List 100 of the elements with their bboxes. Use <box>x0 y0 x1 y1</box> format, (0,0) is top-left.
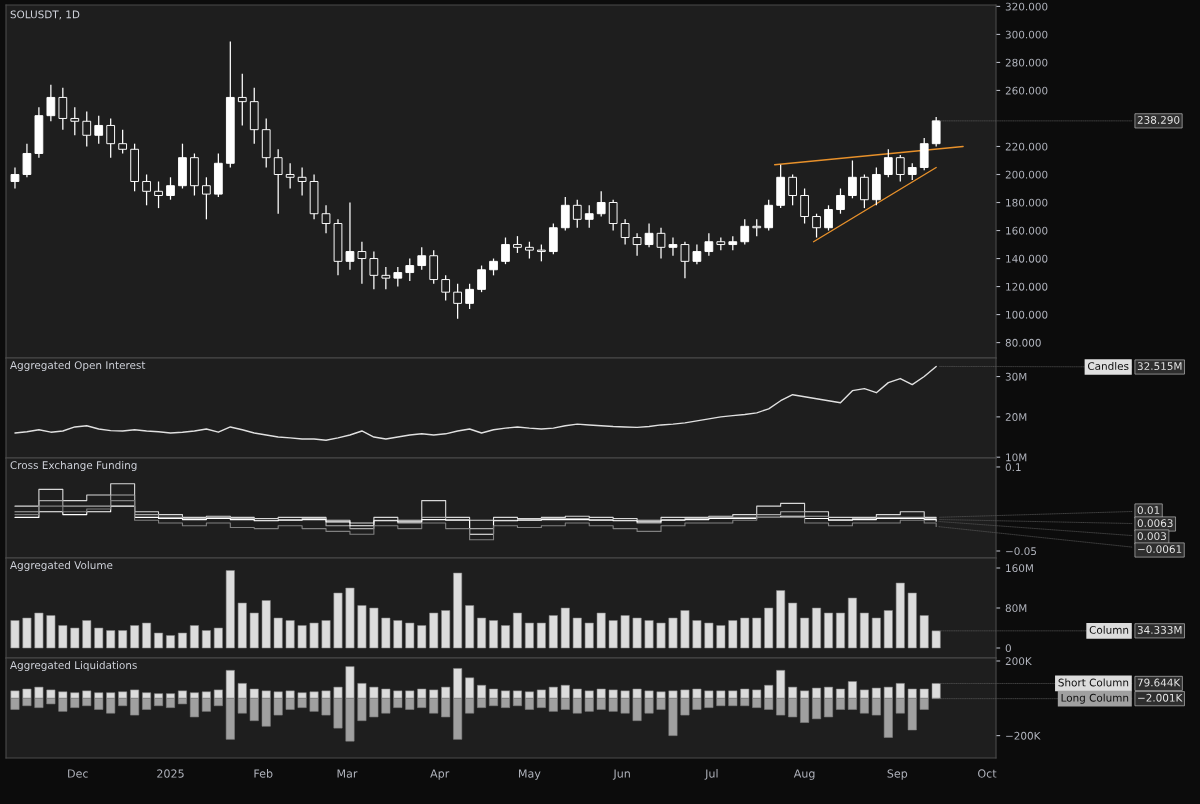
bar <box>560 607 570 649</box>
bar <box>70 627 80 649</box>
candlestick <box>919 137 929 171</box>
candlestick <box>405 257 415 282</box>
bar <box>142 622 152 649</box>
y-tick-label: 260.000 <box>1005 86 1048 95</box>
candlestick <box>82 110 92 148</box>
bar <box>919 615 929 649</box>
candlestick <box>381 266 391 290</box>
candlestick <box>58 87 68 131</box>
annotation: 0.0063 <box>1137 519 1173 528</box>
candlestick <box>202 176 211 220</box>
y-tick-label: 300.000 <box>1005 30 1048 39</box>
chart-title: Aggregated Open Interest <box>10 361 146 372</box>
candlestick <box>584 204 594 229</box>
bar <box>285 620 295 649</box>
chart-title: Aggregated Liquidations <box>10 661 137 672</box>
bar <box>680 610 690 649</box>
candlestick <box>608 199 618 232</box>
bar <box>465 605 475 649</box>
x-tick-label: Mar <box>337 769 358 778</box>
annotation: 32.515M <box>1137 362 1182 371</box>
y-tick-label: 320.000 <box>1005 2 1048 11</box>
candlestick <box>321 204 331 234</box>
y-tick-label: 100.000 <box>1006 310 1048 319</box>
candlestick <box>46 84 56 122</box>
bar <box>584 622 594 649</box>
bar <box>477 617 487 649</box>
candlestick <box>273 148 283 215</box>
bar <box>58 625 68 649</box>
candlestick <box>465 283 474 310</box>
bar <box>824 612 833 649</box>
bar <box>907 592 917 649</box>
annotation: 34.333M <box>1137 625 1182 634</box>
y-tick-label: 180.000 <box>1006 198 1048 207</box>
candlestick <box>644 222 654 248</box>
bar <box>345 587 355 649</box>
bar <box>895 582 905 649</box>
chart-title: SOLUSDT, 1D <box>10 10 80 20</box>
y-tick-label: 200K <box>1005 657 1032 666</box>
bar <box>489 620 498 649</box>
bar <box>357 605 367 649</box>
chart-title: Aggregated Volume <box>10 561 113 572</box>
candlestick <box>393 266 403 288</box>
x-tick-label: Dec <box>68 769 88 778</box>
candlestick <box>668 236 678 257</box>
bar <box>34 612 44 649</box>
candlestick <box>740 218 750 246</box>
x-tick-label: Feb <box>254 769 273 778</box>
bar <box>572 617 582 649</box>
annotation: 0.01 <box>1137 506 1160 515</box>
y-tick-label: 20M <box>1005 413 1027 421</box>
y-tick-label: 80.000 <box>1005 338 1041 347</box>
bar <box>213 627 223 649</box>
bar <box>201 630 211 649</box>
annotation: −0.0061 <box>1138 545 1182 554</box>
y-tick-label: 10M <box>1006 453 1027 462</box>
candlestick <box>70 106 80 136</box>
y-tick-label: 280.000 <box>1005 58 1048 67</box>
bar <box>82 620 92 649</box>
candlestick <box>10 166 20 190</box>
y-tick-label: 120.000 <box>1006 282 1048 291</box>
y-tick-label: −0.05 <box>1006 547 1037 556</box>
annotation: 0.003 <box>1137 532 1166 541</box>
candlestick <box>560 196 570 232</box>
bar <box>644 620 654 649</box>
y-tick-label: 220.000 <box>1005 142 1048 151</box>
candlestick <box>118 129 128 155</box>
candlestick <box>848 159 857 199</box>
text: Candles <box>1087 361 1129 371</box>
bar <box>22 617 32 649</box>
x-tick-label: Aug <box>793 769 815 780</box>
candlestick <box>620 218 630 246</box>
candlestick <box>572 199 582 229</box>
bar <box>883 610 893 649</box>
bar <box>333 592 343 649</box>
candlestick <box>656 227 666 260</box>
y-tick-label: 80M <box>1005 604 1027 613</box>
y-tick-label: 0 <box>1005 644 1011 653</box>
text: Short Column <box>1058 678 1129 687</box>
bar <box>692 620 702 649</box>
x-tick-label: Sep <box>887 769 908 780</box>
bar <box>812 607 822 649</box>
bar <box>800 617 810 649</box>
bar <box>429 612 439 649</box>
bar <box>106 630 116 649</box>
candlestick <box>369 250 379 290</box>
candlestick <box>345 201 355 271</box>
candlestick <box>680 241 690 279</box>
bar <box>931 683 941 699</box>
bar <box>178 632 187 649</box>
bar <box>130 625 140 649</box>
candlestick <box>704 232 714 257</box>
text: Long Column <box>1061 693 1129 704</box>
bar <box>118 630 128 649</box>
candlestick <box>883 148 893 178</box>
candlestick <box>477 264 486 293</box>
candlestick <box>800 187 809 225</box>
y-tick-label: 30M <box>1005 372 1027 381</box>
bar <box>548 615 558 649</box>
